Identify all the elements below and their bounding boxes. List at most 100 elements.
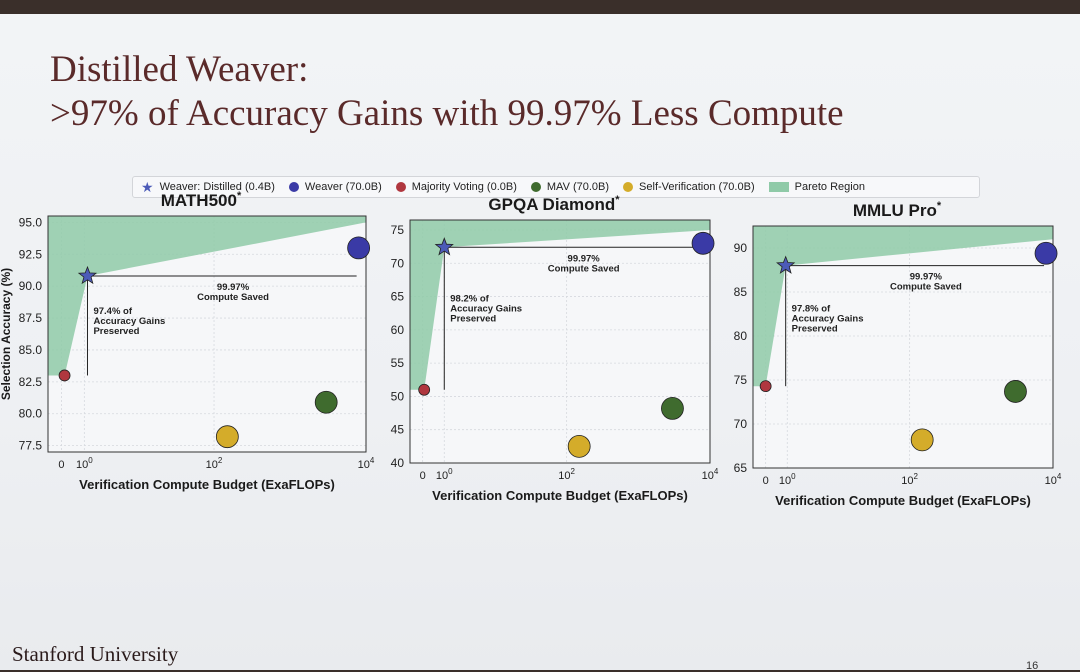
y-tick-label: 55	[391, 356, 405, 370]
legend-label: Self-Verification (70.0B)	[639, 181, 755, 193]
accuracy-preserved-label: 97.4% of	[93, 306, 132, 317]
plot-frame	[47, 215, 367, 453]
x-tick-base: 0	[763, 475, 769, 487]
x-axis-label: Verification Compute Budget (ExaFLOPs)	[775, 493, 1031, 508]
accuracy-preserved-label: 97.8% of	[792, 303, 831, 314]
x-tick-base: 10	[702, 470, 714, 482]
x-tick-exponent: 4	[370, 456, 375, 465]
x-tick-label: 104	[1045, 472, 1062, 487]
x-tick-label: 100	[436, 467, 453, 482]
point-self-verification	[215, 425, 239, 449]
legend-label: Weaver (70.0B)	[304, 181, 382, 193]
y-tick-label: 75	[734, 373, 748, 387]
chart-title-superscript: *	[237, 190, 242, 202]
x-tick-label: 102	[206, 456, 223, 471]
y-tick-label: 50	[391, 389, 405, 403]
y-axis-label: Selection Accuracy (%)	[0, 268, 13, 400]
chart-title: MATH500*	[161, 190, 242, 210]
point-mav	[661, 397, 684, 420]
legend-item: Weaver (70.0B)	[288, 181, 382, 193]
legend-swatch	[768, 182, 789, 192]
footer-institution: Stanford University	[12, 642, 179, 666]
y-tick-label: 80	[734, 329, 748, 343]
accuracy-preserved-label: 98.2% of	[450, 293, 489, 304]
legend-label: Pareto Region	[794, 181, 865, 193]
y-tick-label: 40	[391, 456, 405, 470]
chart-title: GPQA Diamond*	[488, 194, 620, 214]
x-tick-label: 0	[58, 459, 64, 471]
plot-frame	[409, 219, 711, 464]
legend-marker	[288, 182, 299, 192]
point-mav	[314, 390, 338, 414]
y-tick-label: 70	[734, 417, 748, 431]
pareto-region	[48, 216, 366, 376]
point-weaver	[1034, 241, 1058, 265]
x-tick-label: 0	[420, 470, 426, 482]
y-tick-label: 45	[391, 423, 405, 437]
legend-label: Majority Voting (0.0B)	[411, 181, 517, 193]
x-tick-exponent: 2	[571, 467, 576, 476]
x-tick-exponent: 0	[448, 467, 453, 476]
accuracy-preserved-label: Accuracy Gains	[93, 316, 165, 327]
point-majority-voting	[759, 380, 772, 393]
y-tick-label: 90.0	[19, 279, 43, 293]
slide-title-line-1: Distilled Weaver:	[50, 49, 309, 90]
x-tick-base: 10	[358, 459, 370, 471]
x-tick-exponent: 4	[1057, 472, 1062, 481]
x-tick-base: 10	[558, 470, 570, 482]
x-tick-label: 102	[901, 472, 918, 487]
accuracy-preserved-label: Preserved	[93, 326, 139, 337]
point-mav	[1004, 380, 1027, 403]
legend-item: ★ Weaver: Distilled (0.4B)	[141, 179, 275, 195]
accuracy-preserved-label: Accuracy Gains	[792, 313, 864, 324]
y-tick-label: 87.5	[19, 311, 43, 325]
x-tick-base: 10	[901, 475, 913, 487]
y-tick-label: 77.5	[19, 439, 43, 453]
point-weaver-distilled	[776, 255, 796, 274]
page-number: 16	[1026, 660, 1039, 672]
point-majority-voting	[58, 369, 71, 382]
x-tick-exponent: 2	[218, 456, 223, 465]
compute-saved-label: 99.97%	[217, 282, 250, 293]
chart-title-superscript: *	[615, 194, 620, 206]
x-tick-exponent: 0	[791, 472, 796, 481]
x-tick-exponent: 4	[714, 467, 719, 476]
legend-item: MAV (70.0B)	[530, 181, 610, 193]
chart-legend: ★ Weaver: Distilled (0.4B) Weaver (70.0B) M…	[132, 176, 980, 198]
slide-title-line-2: >97% of Accuracy Gains with 99.97% Less …	[50, 93, 844, 134]
star-icon: ★	[141, 179, 154, 195]
chart-title-superscript: *	[937, 200, 942, 212]
point-weaver-distilled	[77, 265, 98, 285]
x-tick-label: 104	[702, 467, 719, 482]
point-weaver-distilled	[434, 237, 454, 256]
pareto-region	[753, 226, 1053, 387]
legend-label: MAV (70.0B)	[546, 181, 610, 193]
slide: Distilled Weaver: >97% of Accuracy Gains…	[0, 14, 1080, 672]
compute-saved-label: 99.97%	[910, 272, 943, 283]
plot-area	[753, 226, 1053, 468]
accuracy-preserved-label: Preserved	[450, 313, 496, 324]
compute-saved-label: Compute Saved	[197, 292, 269, 303]
accuracy-preserved-label: Accuracy Gains	[450, 303, 522, 314]
x-tick-label: 100	[779, 472, 796, 487]
chart-title: MMLU Pro*	[853, 200, 942, 220]
x-tick-base: 10	[1045, 475, 1057, 487]
x-axis-label: Verification Compute Budget (ExaFLOPs)	[432, 488, 688, 503]
plot-area	[410, 220, 710, 463]
x-tick-base: 10	[76, 459, 88, 471]
chart-title-text: MATH500	[161, 191, 237, 210]
y-tick-label: 92.5	[19, 247, 43, 261]
y-tick-label: 65	[391, 290, 405, 304]
y-tick-label: 60	[391, 323, 405, 337]
legend-item: Pareto Region	[768, 181, 865, 193]
accuracy-preserved-label: Preserved	[792, 323, 838, 334]
point-weaver	[347, 236, 371, 260]
x-tick-label: 100	[76, 456, 93, 471]
x-tick-base: 0	[420, 470, 426, 482]
compute-saved-label: Compute Saved	[890, 282, 962, 293]
x-axis-label: Verification Compute Budget (ExaFLOPs)	[79, 477, 335, 492]
legend-item: Majority Voting (0.0B)	[395, 181, 517, 193]
legend-marker	[395, 182, 406, 192]
chart-title-text: GPQA Diamond	[488, 195, 615, 214]
